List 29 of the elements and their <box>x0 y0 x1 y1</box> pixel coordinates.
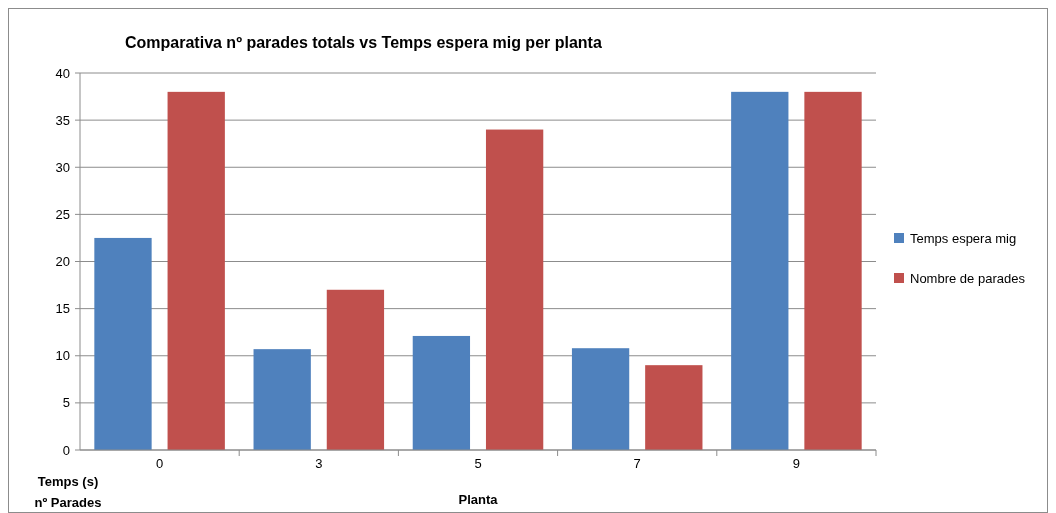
x-tick-label: 5 <box>474 456 482 471</box>
y-tick-label: 20 <box>55 254 70 270</box>
bar <box>645 365 703 450</box>
bar <box>731 91 789 450</box>
chart-title: Comparativa nº parades totals vs Temps espera mig per planta <box>125 34 602 51</box>
bar <box>804 91 862 450</box>
y-tick-label: 5 <box>62 395 70 411</box>
x-tick-label: 7 <box>633 456 641 471</box>
y-tick-label: 0 <box>62 442 70 458</box>
y-axis-title: Temps (s) nº Parades <box>34 474 102 510</box>
x-tick-label: 9 <box>792 456 801 471</box>
y-tick-label: 30 <box>55 159 70 175</box>
x-tick-label: 3 <box>315 456 323 471</box>
bar <box>326 289 385 450</box>
legend-label: Temps espera mig <box>910 230 1017 246</box>
x-tick-label: 0 <box>155 456 164 471</box>
y-tick-label: 15 <box>55 301 70 317</box>
bar <box>485 129 544 450</box>
y-tick-label: 35 <box>55 112 70 128</box>
legend-label: Nombre de parades <box>910 270 1026 286</box>
y-tick-label: 25 <box>55 206 70 222</box>
bar <box>253 349 311 450</box>
bar <box>94 237 152 450</box>
x-axis-title: Planta <box>458 492 499 507</box>
bar <box>167 91 225 450</box>
bar <box>412 335 471 450</box>
y-tick-label: 10 <box>55 348 70 364</box>
y-tick-label: 40 <box>55 65 70 81</box>
bar <box>571 348 630 450</box>
